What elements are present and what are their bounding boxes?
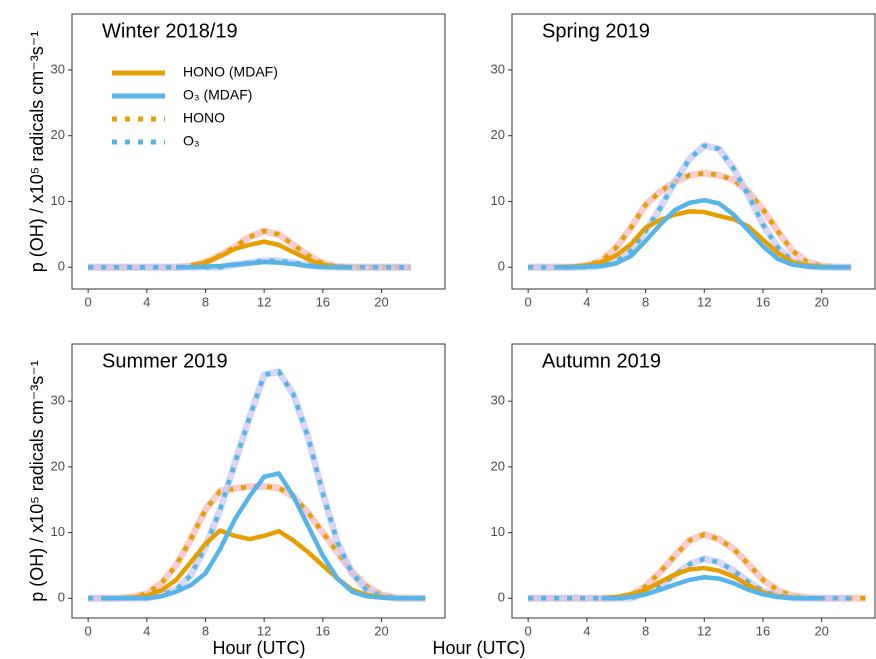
x-tick-label: 4 (583, 294, 590, 309)
x-tick-label: 0 (85, 623, 92, 638)
x-tick-label: 12 (257, 294, 271, 309)
y-tick-label: 30 (51, 61, 65, 76)
x-tick-label: 16 (756, 623, 770, 638)
y-axis-label: p (OH) / x10⁵ radicals cm⁻³s⁻¹ (27, 360, 47, 602)
x-tick-label: 12 (697, 294, 711, 309)
x-tick-label: 0 (85, 294, 92, 309)
series-line (601, 575, 822, 601)
x-tick-label: 12 (257, 623, 271, 638)
x-axis-label: Hour (UTC) (213, 638, 306, 658)
y-tick-label: 10 (491, 193, 505, 208)
y-tick-label: 10 (491, 524, 505, 539)
x-axis-label: Hour (UTC) (433, 638, 526, 658)
series-band (528, 169, 852, 271)
panel-frame (511, 13, 876, 290)
panel-title: Spring 2019 (542, 20, 650, 42)
plot-area (88, 368, 426, 602)
series-line (528, 170, 852, 270)
x-tick-label: 4 (143, 623, 150, 638)
x-tick-label: 8 (642, 294, 649, 309)
legend-label: HONO (183, 110, 225, 126)
x-tick-label: 16 (316, 294, 330, 309)
y-tick-label: 10 (51, 193, 65, 208)
y-tick-label: 10 (51, 524, 65, 539)
panel-title: Summer 2019 (102, 350, 228, 372)
panel-frame (71, 13, 446, 290)
series-line (528, 532, 866, 601)
y-tick-label: 20 (491, 458, 505, 473)
y-tick-label: 30 (491, 61, 505, 76)
y-tick-label: 0 (58, 590, 65, 605)
x-tick-label: 20 (374, 623, 388, 638)
panel-title: Autumn 2019 (542, 350, 661, 372)
x-tick-label: 0 (525, 294, 532, 309)
plot-area (528, 142, 852, 271)
series-line (557, 197, 852, 270)
x-tick-label: 8 (202, 623, 209, 638)
x-tick-label: 12 (697, 623, 711, 638)
series-line (88, 258, 411, 270)
y-tick-label: 20 (51, 458, 65, 473)
panel-frame (71, 343, 446, 619)
y-axis-label: p (OH) / x10⁵ radicals cm⁻³s⁻¹ (27, 31, 47, 273)
x-tick-label: 8 (642, 623, 649, 638)
legend-label: O₃ (183, 133, 200, 149)
y-tick-label: 20 (491, 127, 505, 142)
panel-title: Winter 2018/19 (102, 20, 238, 42)
y-tick-label: 0 (498, 590, 505, 605)
legend-label: O₃ (MDAF) (183, 87, 252, 103)
x-tick-label: 8 (202, 294, 209, 309)
series-band (528, 142, 852, 271)
x-tick-label: 16 (316, 623, 330, 638)
y-tick-label: 0 (498, 259, 505, 274)
series-band (88, 483, 426, 602)
y-tick-label: 30 (51, 393, 65, 408)
x-tick-label: 20 (814, 294, 828, 309)
y-tick-label: 30 (491, 393, 505, 408)
x-tick-label: 20 (374, 294, 388, 309)
legend-label: HONO (MDAF) (183, 64, 278, 80)
series-line (176, 259, 353, 270)
x-tick-label: 0 (525, 623, 532, 638)
x-tick-label: 20 (814, 623, 828, 638)
plot-area (88, 227, 411, 271)
y-tick-label: 0 (58, 259, 65, 274)
x-tick-label: 4 (143, 294, 150, 309)
plot-area (528, 531, 866, 602)
x-tick-label: 16 (756, 294, 770, 309)
y-tick-label: 20 (51, 127, 65, 142)
panel-frame (511, 343, 876, 619)
series-line (88, 484, 426, 601)
series-band (528, 531, 866, 602)
x-tick-label: 4 (583, 623, 590, 638)
series-line (102, 471, 426, 601)
